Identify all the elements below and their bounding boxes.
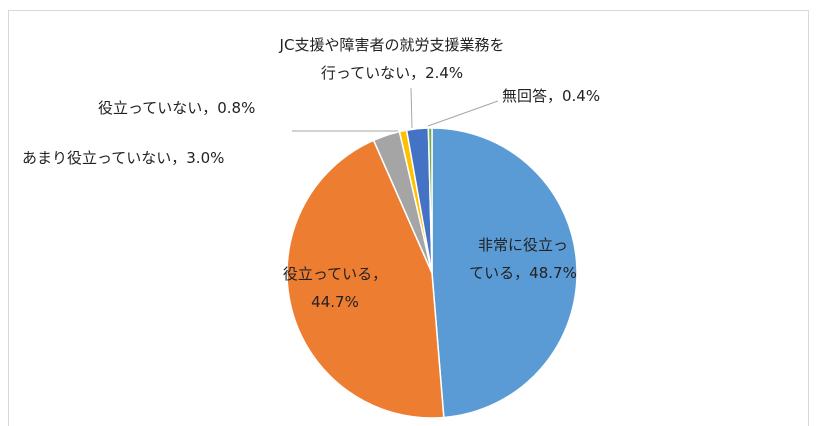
leader-line xyxy=(427,100,499,127)
pie xyxy=(286,127,578,419)
data-label: 無回答，0.4% xyxy=(502,87,600,105)
data-label: 非常に役立っている，48.7% xyxy=(469,236,577,282)
data-label-line: 非常に役立っ xyxy=(478,236,568,254)
data-label-line: JC支援や障害者の就労支援業務を xyxy=(279,36,505,54)
pie-slice xyxy=(427,127,433,274)
pie-slice xyxy=(431,127,578,419)
data-label-line: 44.7% xyxy=(311,293,359,311)
data-label: 役立っていない，0.8% xyxy=(98,99,255,117)
data-label-line: 行っていない，2.4% xyxy=(321,64,463,82)
data-label: 役立っている， 44.7% xyxy=(283,265,387,311)
data-label: JC支援や障害者の就労支援業務を行っていない，2.4% xyxy=(279,36,505,82)
data-label: あまり役立っていない，3.0% xyxy=(22,149,224,167)
data-label-line: ている，48.7% xyxy=(469,264,577,282)
leader-lines xyxy=(292,87,499,132)
leader-line xyxy=(410,87,413,129)
pie-slice xyxy=(286,139,445,419)
data-label-line: 役立っている， xyxy=(283,265,387,283)
